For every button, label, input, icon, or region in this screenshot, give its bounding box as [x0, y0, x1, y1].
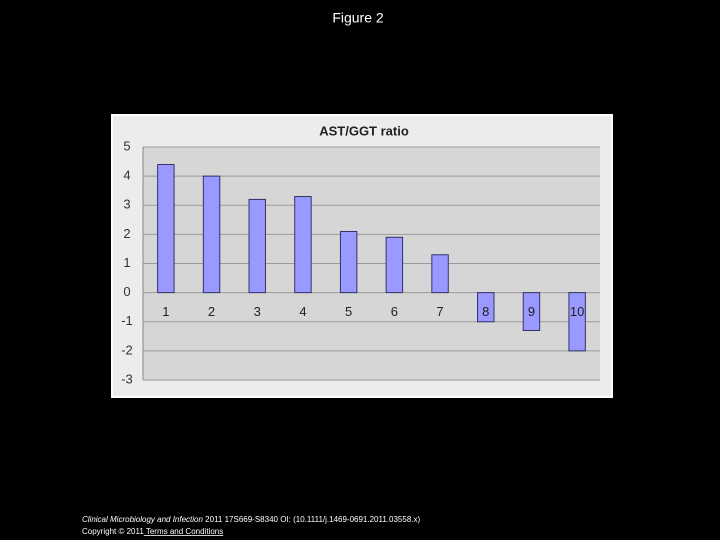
terms-link[interactable]: Terms and Conditions	[144, 527, 223, 536]
x-tick-label: 1	[162, 304, 169, 319]
chart-title: AST/GGT ratio	[319, 123, 409, 138]
copyright: Copyright © 2011	[82, 527, 144, 536]
slide-title: Figure 2	[332, 10, 384, 26]
journal: Clinical Microbiology and Infection	[82, 515, 204, 524]
bar	[202, 175, 221, 294]
x-tick-label: 7	[436, 304, 443, 319]
bar	[522, 292, 541, 331]
bar	[294, 196, 312, 294]
y-tick-label: 3	[123, 197, 130, 212]
citation: Clinical Microbiology and Infection 2011…	[82, 515, 420, 524]
y-tick-label: 4	[123, 168, 130, 183]
y-tick-label: 0	[123, 284, 130, 299]
bar	[157, 163, 175, 294]
x-tick-label: 2	[208, 304, 215, 319]
y-tick-label: 5	[123, 138, 130, 153]
y-tick-label: 1	[123, 255, 130, 270]
bar	[385, 236, 404, 294]
x-tick-label: 6	[391, 304, 398, 319]
citation-text: 2011 17S669-S8340 OI: (10.1111/j.1469-06…	[203, 515, 421, 524]
bar	[431, 254, 449, 294]
x-tick-label: 9	[528, 304, 535, 319]
y-tick-label: -3	[121, 371, 133, 386]
x-tick-label: 8	[482, 304, 489, 319]
bar	[568, 292, 586, 352]
x-tick-label: 5	[345, 304, 352, 319]
bar	[477, 292, 495, 323]
copyright-line: Copyright © 2011 Terms and Conditions	[82, 527, 223, 536]
y-tick-label: -2	[121, 342, 133, 357]
y-tick-label: 2	[123, 226, 130, 241]
x-tick-label: 10	[570, 304, 584, 319]
x-tick-label: 3	[254, 304, 261, 319]
bar	[339, 230, 358, 294]
x-tick-label: 4	[299, 304, 306, 319]
y-tick-label: -1	[121, 313, 133, 328]
bar	[248, 198, 266, 294]
